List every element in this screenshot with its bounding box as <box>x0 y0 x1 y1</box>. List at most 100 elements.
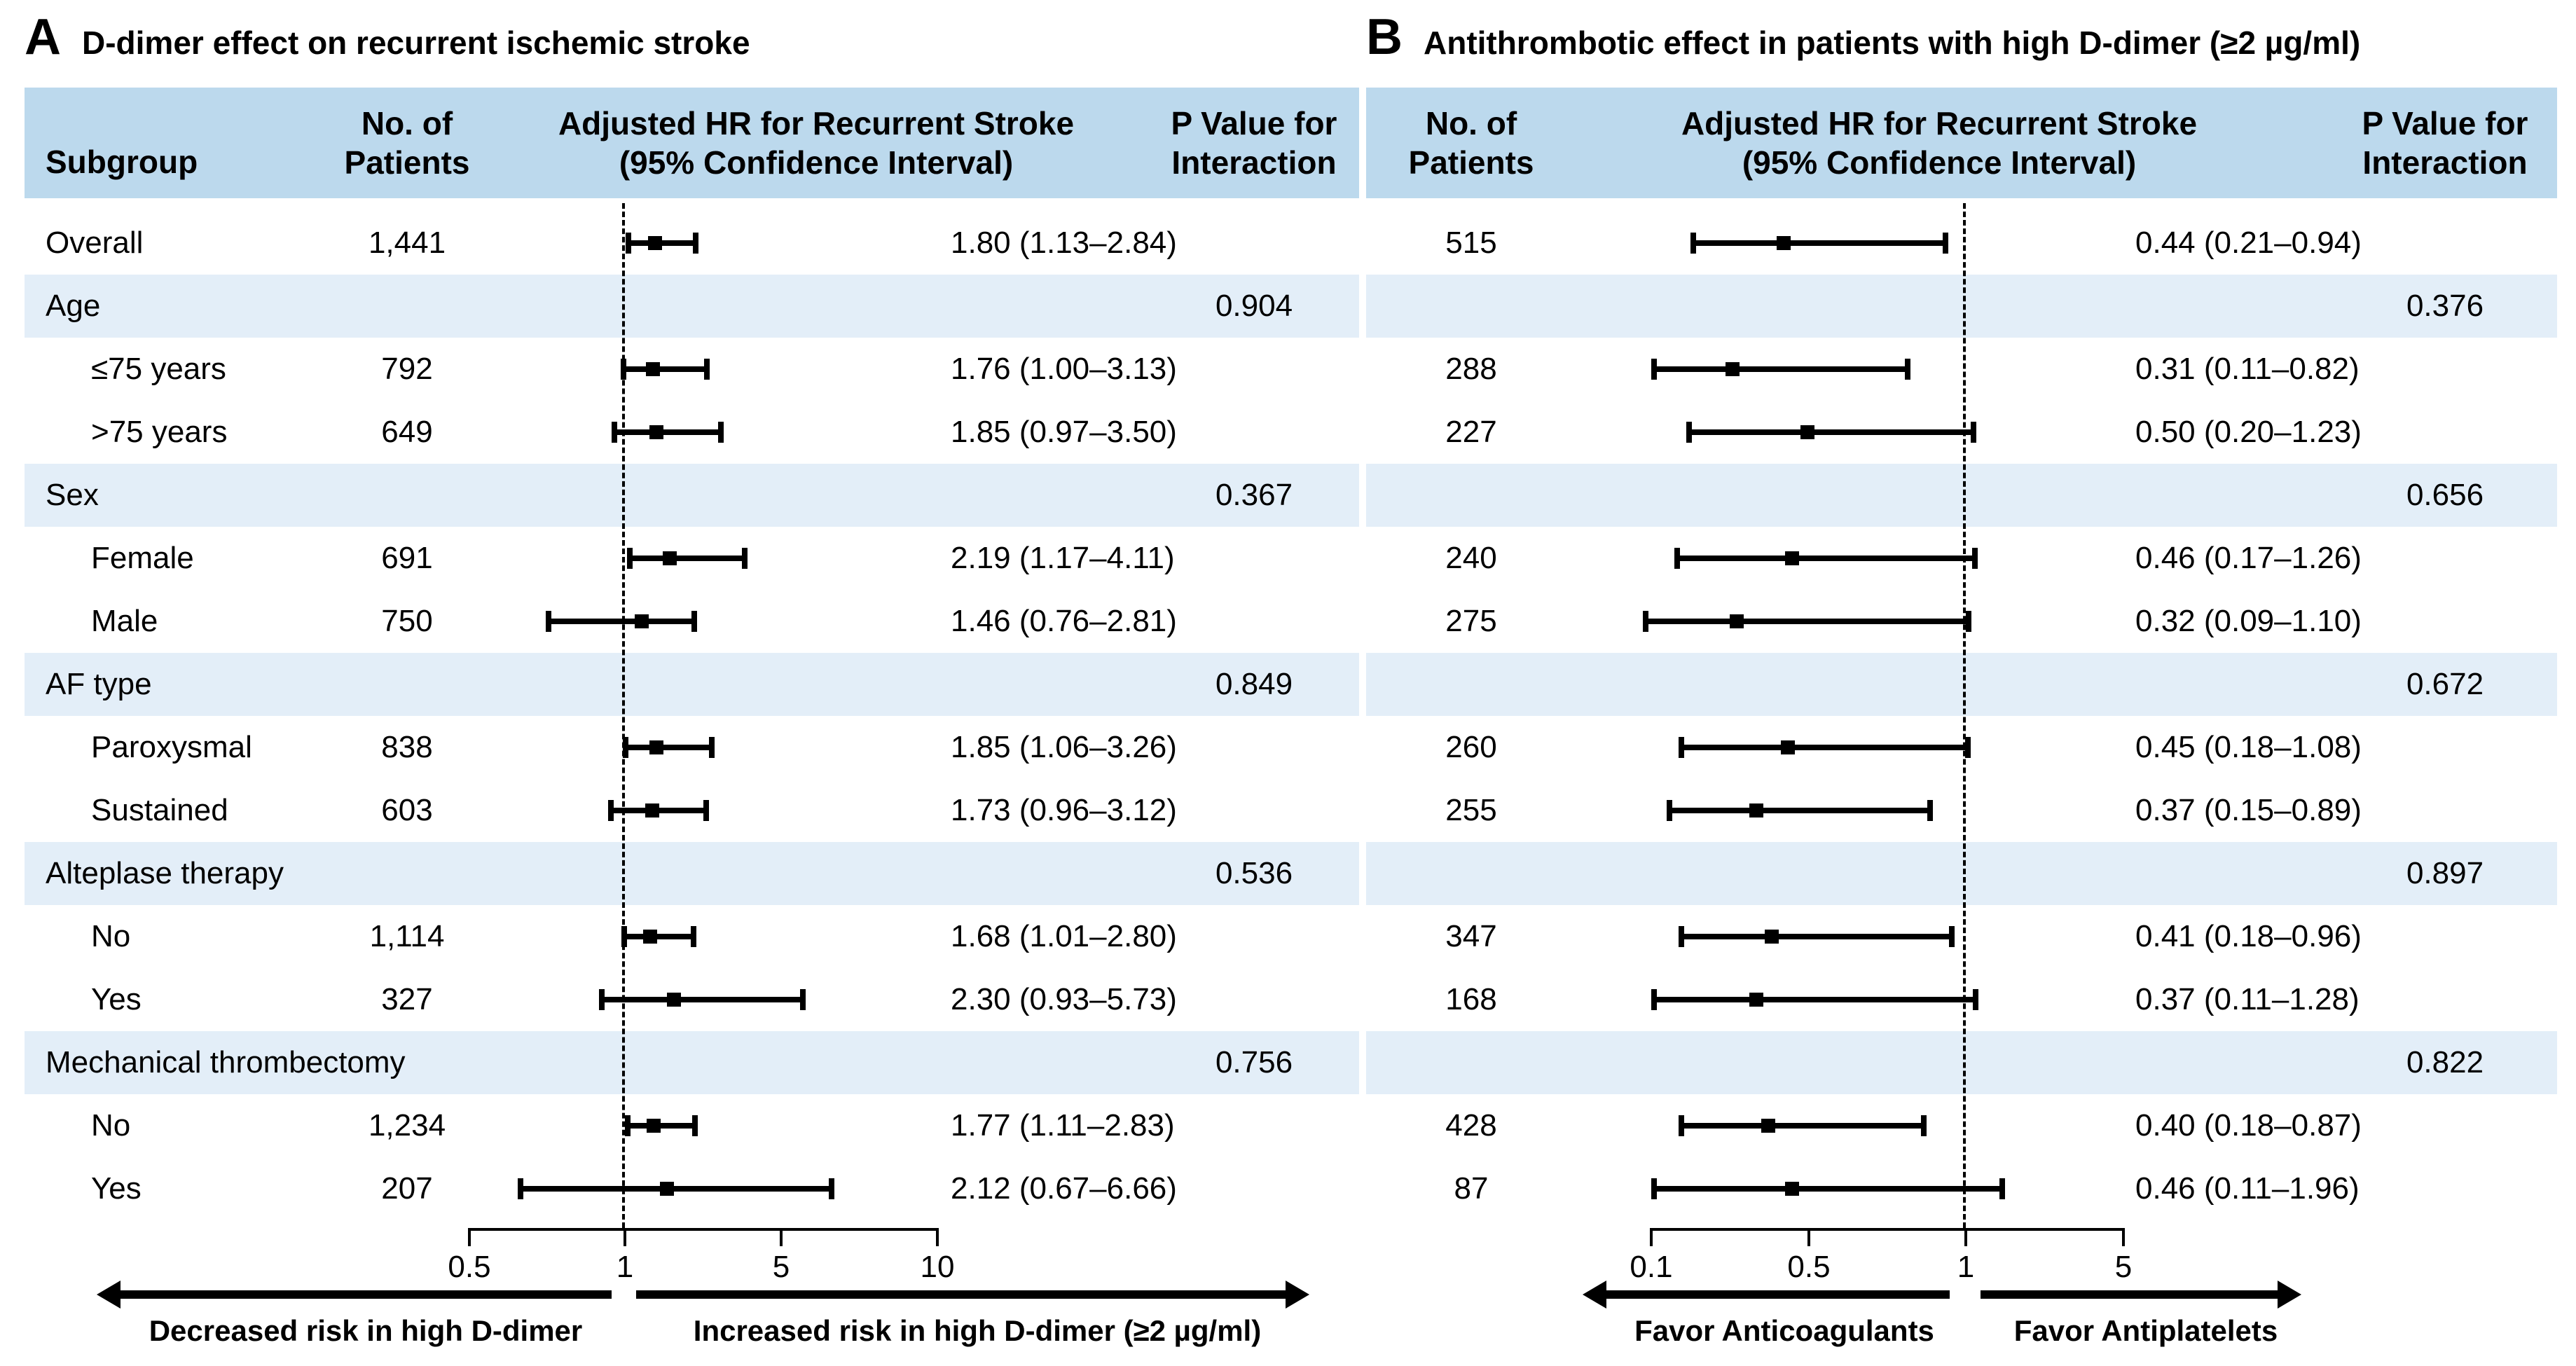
hr-ci-text: 0.37 (0.11–1.28) <box>2135 982 2360 1016</box>
patients-count: 347 <box>1445 919 1497 953</box>
axis-tick-label: 0.5 <box>1787 1250 1831 1284</box>
patients-count: 87 <box>1454 1171 1489 1206</box>
left-arrowhead-icon <box>1583 1281 1606 1309</box>
patients-count: 1,441 <box>368 226 446 260</box>
hr-ci-text: 1.80 (1.13–2.84) <box>951 226 1177 260</box>
patients-count: 240 <box>1445 541 1497 575</box>
axis-tick-mark <box>936 1228 939 1246</box>
ci-bar <box>1653 1186 2002 1192</box>
ci-bar <box>1681 1123 1924 1129</box>
ci-cap-right <box>1949 926 1955 947</box>
ci-cap-right <box>718 422 724 443</box>
subgroup-label: Mechanical thrombectomy <box>46 1045 406 1079</box>
hr-ci-text: 1.73 (0.96–3.12) <box>951 793 1177 827</box>
patients-count: 227 <box>1445 415 1497 449</box>
patients-count: 691 <box>381 541 433 575</box>
patients-count: 838 <box>381 730 433 764</box>
subgroup-label: No <box>91 1108 131 1143</box>
axis-tick-label: 0.5 <box>448 1250 491 1284</box>
reference-line <box>1963 203 1966 1228</box>
category-row: 0.822 <box>1366 1031 2557 1094</box>
subgroup-label: Overall <box>46 226 144 260</box>
hr-point-marker <box>1749 993 1763 1007</box>
panel-a: A D-dimer effect on recurrent ischemic s… <box>25 0 1359 1366</box>
hr-point-marker <box>646 362 661 376</box>
hr-ci-text: 1.76 (1.00–3.13) <box>951 352 1177 386</box>
patients-count: 168 <box>1445 982 1497 1016</box>
category-row: 0.656 <box>1366 464 2557 527</box>
right-arrowhead-icon <box>2278 1281 2301 1309</box>
col-header-patients: No. of Patients <box>1408 105 1534 181</box>
ci-cap-left <box>1674 548 1681 569</box>
hr-ci-text: 0.46 (0.17–1.26) <box>2135 541 2362 575</box>
forest-row: 260 0.45 (0.18–1.08) <box>1366 716 2557 779</box>
subgroup-label: >75 years <box>91 415 228 449</box>
patients-count: 260 <box>1445 730 1497 764</box>
left-arrow-bar <box>1604 1290 1950 1299</box>
ci-cap-left <box>623 737 629 758</box>
ci-bar <box>624 934 694 939</box>
panel-a-title: A D-dimer effect on recurrent ischemic s… <box>25 8 750 66</box>
subgroup-label: Male <box>91 604 158 638</box>
forest-row: Sustained 603 1.73 (0.96–3.12) <box>25 779 1359 842</box>
hr-ci-text: 1.85 (0.97–3.50) <box>951 415 1177 449</box>
ci-cap-right <box>742 548 748 569</box>
hr-point-marker <box>1765 930 1779 944</box>
subgroup-label: Paroxysmal <box>91 730 252 764</box>
ci-bar <box>624 366 707 372</box>
ci-cap-right <box>691 611 697 632</box>
ci-cap-right <box>703 359 710 380</box>
axis-tick-mark <box>624 1228 626 1246</box>
p-interaction-value: 0.367 <box>1215 478 1293 512</box>
hr-point-marker <box>663 551 677 565</box>
p-interaction-value: 0.904 <box>1215 289 1293 323</box>
axis-tick-mark <box>2122 1228 2125 1246</box>
patients-count: 288 <box>1445 352 1497 386</box>
hr-ci-text: 2.30 (0.93–5.73) <box>951 982 1177 1016</box>
ci-bar <box>521 1186 832 1192</box>
axis-tick-label: 10 <box>920 1250 955 1284</box>
forest-row: Male 750 1.46 (0.76–2.81) <box>25 590 1359 653</box>
ci-cap-left <box>627 548 633 569</box>
category-row: 0.376 <box>1366 275 2557 338</box>
forest-row: Overall 1,441 1.80 (1.13–2.84) <box>25 212 1359 275</box>
ci-bar <box>1646 619 1969 624</box>
ci-bar <box>628 240 696 246</box>
ci-cap-right <box>1972 989 1978 1010</box>
forest-row: 347 0.41 (0.18–0.96) <box>1366 905 2557 968</box>
panel-b-title: B Antithrombotic effect in patients with… <box>1366 8 2360 66</box>
ci-cap-left <box>518 1178 524 1199</box>
hr-ci-text: 0.32 (0.09–1.10) <box>2135 604 2362 638</box>
subgroup-label: Age <box>46 289 101 323</box>
ci-cap-right <box>691 926 697 947</box>
ci-bar <box>614 429 722 435</box>
ci-bar <box>601 997 803 1002</box>
axis-tick-mark <box>1964 1228 1967 1246</box>
axis-tick-label: 5 <box>772 1250 790 1284</box>
hr-ci-text: 2.12 (0.67–6.66) <box>951 1171 1177 1206</box>
patients-count: 515 <box>1445 226 1497 260</box>
forest-row: Yes 207 2.12 (0.67–6.66) <box>25 1157 1359 1220</box>
forest-row: ≤75 years 792 1.76 (1.00–3.13) <box>25 338 1359 401</box>
ci-cap-left <box>625 1115 631 1136</box>
ci-cap-right <box>799 989 806 1010</box>
ci-bar <box>630 556 745 561</box>
panel-letter: A <box>25 9 61 65</box>
forest-row: 275 0.32 (0.09–1.10) <box>1366 590 2557 653</box>
axis-tick-label: 5 <box>2114 1250 2133 1284</box>
panel-b: B Antithrombotic effect in patients with… <box>1366 0 2557 1366</box>
subgroup-label: ≤75 years <box>91 352 226 386</box>
p-interaction-value: 0.672 <box>2406 667 2484 701</box>
ci-cap-right <box>1970 422 1976 443</box>
axis-tick-label: 1 <box>616 1250 634 1284</box>
ci-cap-left <box>1651 1178 1657 1199</box>
hr-point-marker <box>1761 1119 1775 1133</box>
right-arrow-bar <box>636 1290 1286 1299</box>
col-header-hr: Adjusted HR for Recurrent Stroke (95% Co… <box>558 105 1075 181</box>
axis-line <box>468 1228 939 1231</box>
patients-count: 428 <box>1445 1108 1497 1143</box>
category-row: Mechanical thrombectomy 0.756 <box>25 1031 1359 1094</box>
ci-cap-left <box>1690 233 1696 254</box>
p-interaction-value: 0.756 <box>1215 1045 1293 1079</box>
patients-count: 1,114 <box>369 919 445 953</box>
